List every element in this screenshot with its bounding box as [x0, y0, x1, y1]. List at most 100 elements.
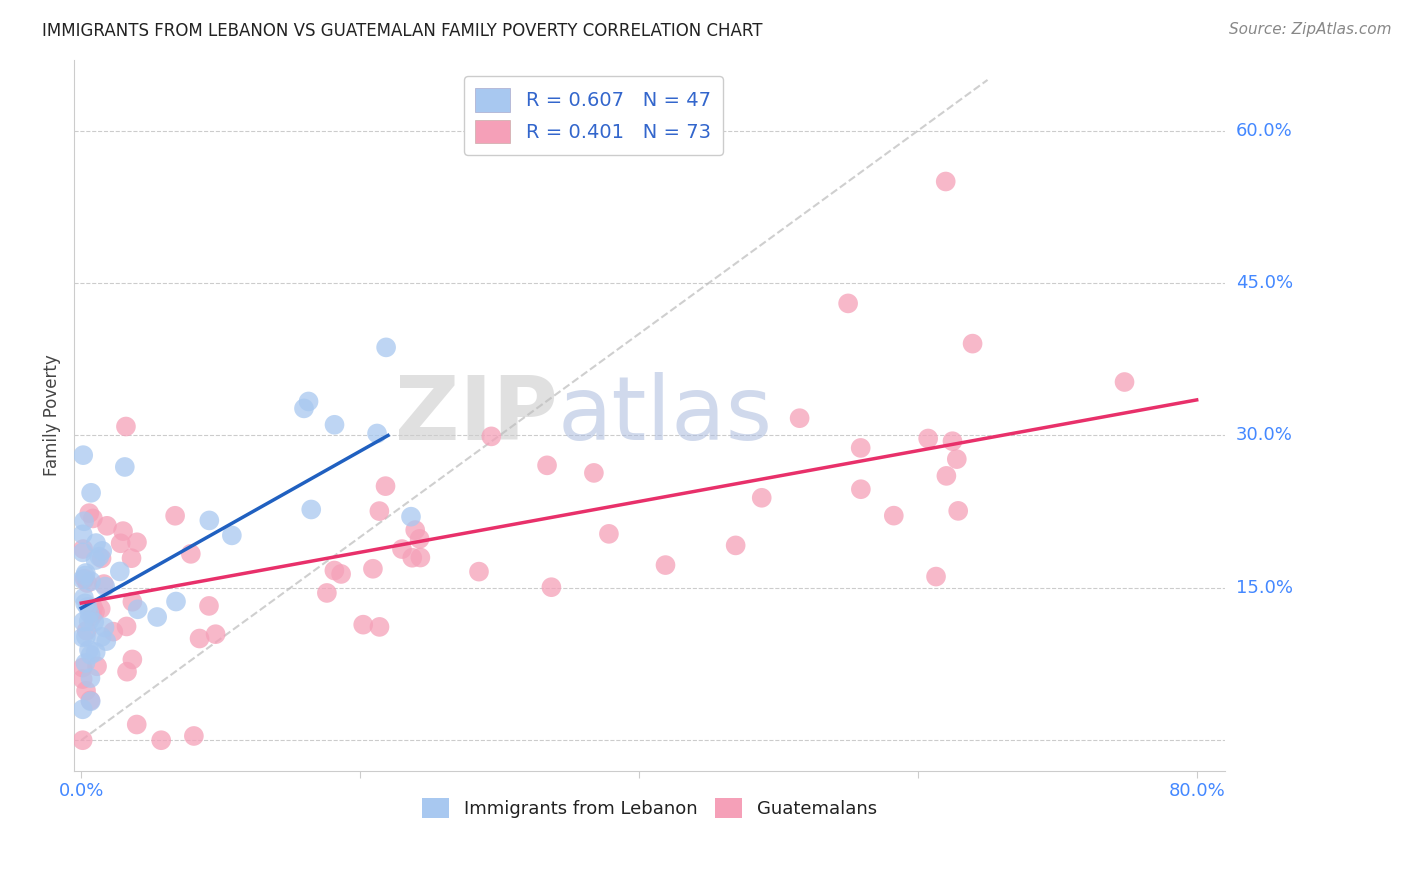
- Point: [72, 672, 94, 686]
- Point: [82, 511, 104, 525]
- Point: [115, 419, 138, 434]
- Text: IMMIGRANTS FROM LEBANON VS GUATEMALAN FAMILY POVERTY CORRELATION CHART: IMMIGRANTS FROM LEBANON VS GUATEMALAN FA…: [42, 22, 762, 40]
- Point: [76, 624, 98, 638]
- Point: [93, 620, 115, 634]
- Point: [925, 569, 948, 583]
- Point: [948, 504, 970, 518]
- Point: [72, 527, 94, 541]
- Point: [125, 535, 148, 549]
- Point: [198, 513, 221, 527]
- Point: [204, 627, 226, 641]
- Point: [82, 600, 104, 615]
- Point: [479, 429, 502, 443]
- Point: [849, 482, 872, 496]
- Point: [789, 411, 811, 425]
- Point: [72, 573, 94, 587]
- Point: [75, 683, 97, 698]
- Point: [165, 594, 187, 608]
- Point: [73, 572, 96, 586]
- Point: [917, 432, 939, 446]
- Y-axis label: Family Poverty: Family Poverty: [44, 354, 60, 476]
- Point: [75, 596, 97, 610]
- Point: [536, 458, 558, 473]
- Point: [72, 660, 94, 674]
- Text: atlas: atlas: [557, 372, 772, 458]
- Point: [297, 394, 319, 409]
- Point: [121, 595, 143, 609]
- Point: [96, 634, 118, 648]
- Point: [540, 580, 562, 594]
- Point: [375, 340, 398, 354]
- Point: [299, 502, 322, 516]
- Point: [86, 659, 108, 673]
- Point: [837, 296, 859, 310]
- Text: 30.0%: 30.0%: [1236, 426, 1294, 444]
- Point: [582, 466, 605, 480]
- Point: [409, 550, 432, 565]
- Point: [121, 551, 143, 566]
- Point: [323, 417, 346, 432]
- Point: [79, 648, 101, 662]
- Point: [374, 479, 396, 493]
- Point: [79, 671, 101, 685]
- Point: [391, 542, 413, 557]
- Point: [962, 336, 984, 351]
- Point: [77, 506, 100, 520]
- Point: [654, 558, 676, 573]
- Point: [80, 485, 103, 500]
- Text: 60.0%: 60.0%: [1236, 121, 1292, 140]
- Point: [724, 538, 747, 552]
- Point: [84, 536, 107, 550]
- Point: [150, 733, 173, 747]
- Point: [404, 523, 426, 537]
- Point: [292, 401, 315, 416]
- Point: [72, 615, 94, 629]
- Point: [72, 542, 94, 557]
- Point: [75, 566, 97, 580]
- Point: [361, 562, 384, 576]
- Point: [368, 504, 391, 518]
- Point: [125, 717, 148, 731]
- Point: [90, 630, 112, 644]
- Point: [165, 508, 187, 523]
- Point: [188, 632, 211, 646]
- Point: [79, 607, 101, 621]
- Point: [183, 729, 205, 743]
- Point: [115, 619, 138, 633]
- Point: [84, 645, 107, 659]
- Point: [315, 586, 337, 600]
- Text: 45.0%: 45.0%: [1236, 274, 1294, 292]
- Point: [115, 665, 138, 679]
- Legend: Immigrants from Lebanon, Guatemalans: Immigrants from Lebanon, Guatemalans: [415, 790, 884, 826]
- Point: [93, 577, 115, 591]
- Point: [76, 599, 98, 614]
- Point: [80, 609, 103, 624]
- Point: [946, 452, 969, 467]
- Point: [72, 448, 94, 462]
- Point: [352, 617, 374, 632]
- Point: [80, 694, 103, 708]
- Point: [330, 566, 353, 581]
- Point: [75, 630, 97, 644]
- Point: [368, 620, 391, 634]
- Point: [121, 652, 143, 666]
- Point: [127, 602, 149, 616]
- Point: [84, 553, 107, 567]
- Point: [598, 526, 620, 541]
- Point: [72, 631, 94, 645]
- Point: [96, 518, 118, 533]
- Point: [849, 441, 872, 455]
- Point: [72, 545, 94, 559]
- Point: [221, 528, 243, 542]
- Point: [399, 509, 422, 524]
- Point: [90, 551, 112, 566]
- Text: ZIP: ZIP: [395, 372, 557, 458]
- Point: [408, 532, 430, 546]
- Point: [935, 174, 957, 188]
- Point: [180, 547, 202, 561]
- Point: [84, 605, 107, 619]
- Point: [114, 460, 136, 475]
- Point: [76, 576, 98, 591]
- Point: [72, 702, 94, 716]
- Point: [75, 656, 97, 670]
